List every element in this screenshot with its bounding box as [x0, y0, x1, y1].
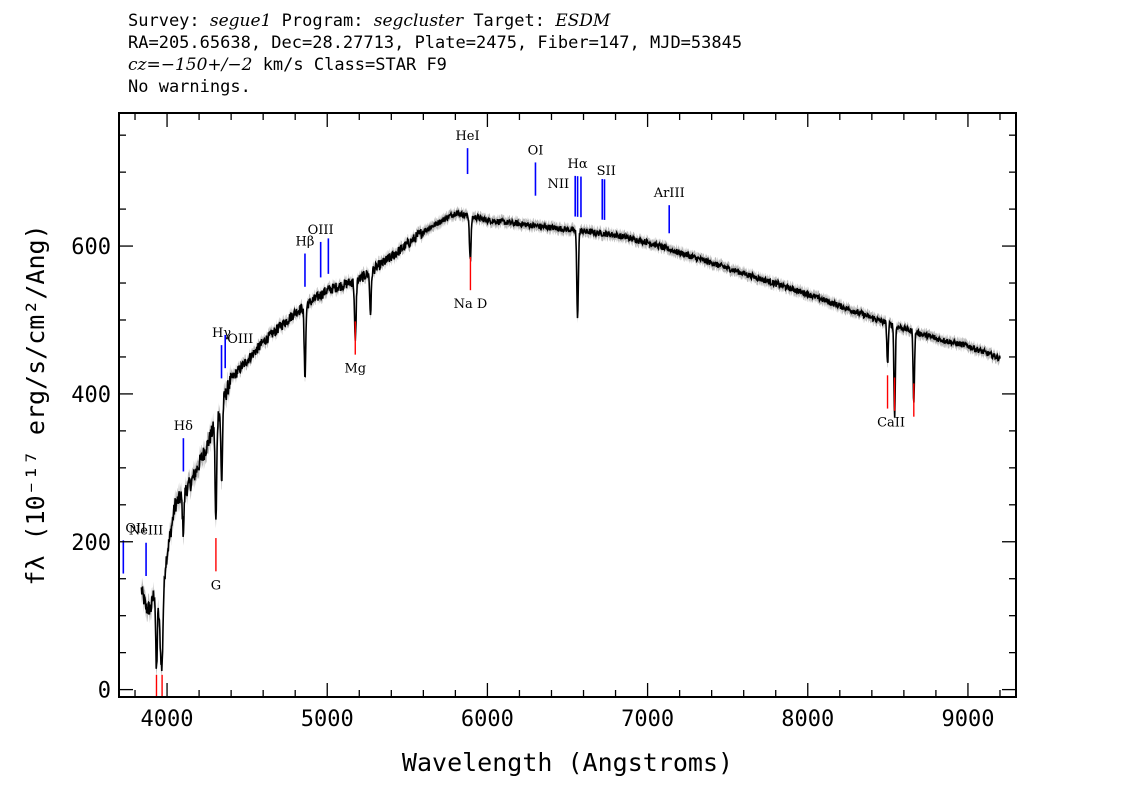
emission-line-label: OI — [528, 143, 544, 158]
emission-line-label: OIII — [308, 223, 334, 238]
y-tick-label: 400 — [71, 383, 111, 408]
emission-line-label: NII — [548, 177, 570, 192]
program-value: segcluster — [373, 11, 464, 31]
absorption-line-label: Na D — [454, 297, 488, 312]
spectrum-layer — [140, 206, 1001, 680]
class-value: km/s Class=STAR F9 — [252, 55, 447, 75]
emission-line-label: SII — [597, 164, 616, 179]
emission-line-label: Hβ — [296, 235, 315, 250]
plot-frame — [118, 112, 1017, 698]
emission-line-label: OII — [125, 521, 146, 536]
y-tick-label: 600 — [71, 235, 111, 260]
target-value: ESDM — [555, 11, 611, 31]
program-label: Program: — [271, 11, 374, 31]
absorption-line-label: G — [211, 578, 221, 593]
header-line-coordinates: RA=205.65638, Dec=28.27713, Plate=2475, … — [128, 33, 743, 53]
target-label: Target: — [463, 11, 556, 31]
x-tick-label: 8000 — [781, 707, 834, 732]
ticks-layer: 4000 5000 6000 7000 8000 9000 0 200 400 600 — [71, 113, 1016, 732]
x-tick-label: 7000 — [621, 707, 674, 732]
emission-line-label: ArIII — [653, 186, 685, 201]
y-axis-label: fλ (10⁻¹⁷ erg/s/cm²/Ang) — [21, 224, 50, 585]
spectrum-header: Survey: segue1 Program: segcluster Targe… — [128, 10, 742, 98]
header-line-redshift: cz=−150+/−2 km/s Class=STAR F9 — [128, 54, 742, 76]
emission-line-label: Hδ — [174, 419, 193, 434]
emission-line-label: HeI — [455, 129, 479, 144]
emission-line-label: NeIII — [129, 524, 163, 539]
emission-line-label: Hα — [568, 157, 588, 172]
survey-label: Survey: — [128, 11, 210, 31]
y-tick-label: 200 — [71, 531, 111, 556]
header-line-warnings: No warnings. — [128, 77, 251, 97]
survey-value: segue1 — [209, 11, 272, 31]
absorption-line-label: CaII — [877, 416, 905, 431]
x-tick-label: 5000 — [301, 707, 354, 732]
emission-line-label: Hγ — [212, 326, 231, 341]
y-tick-label: 0 — [98, 679, 111, 704]
spectrum-error-band — [141, 206, 1000, 680]
x-axis-label: Wavelength (Angstroms) — [402, 748, 733, 777]
cz-value: cz=−150+/−2 — [128, 55, 253, 75]
x-tick-label: 4000 — [141, 707, 194, 732]
spectrum-line — [140, 209, 1001, 672]
emission-line-label: OIII — [227, 332, 253, 347]
header-line-survey: Survey: segue1 Program: segcluster Targe… — [128, 10, 742, 32]
absorption-line-label: Mg — [344, 362, 366, 377]
x-tick-label: 9000 — [941, 707, 994, 732]
x-tick-label: 6000 — [461, 707, 514, 732]
